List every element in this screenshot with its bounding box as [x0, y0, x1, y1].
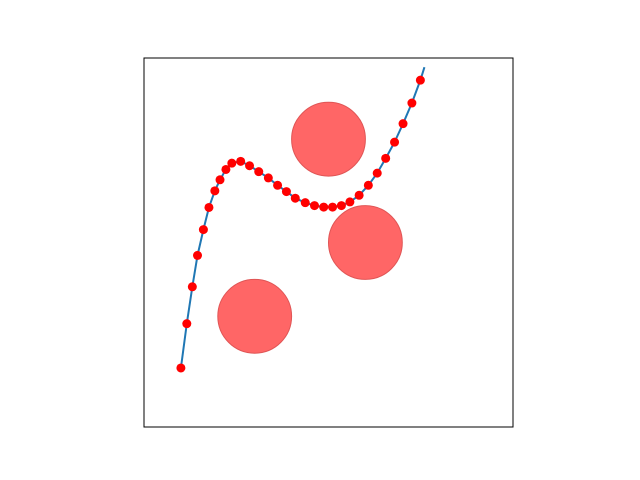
path-point-29: [398, 119, 408, 129]
path-point-28: [390, 137, 400, 147]
path-point-9: [221, 164, 231, 174]
path-point-31: [415, 75, 425, 85]
path-point-30: [407, 98, 417, 108]
path-point-1: [176, 363, 186, 373]
path-points-layer: [176, 75, 425, 373]
path-point-13: [254, 167, 264, 177]
path-point-19: [309, 201, 319, 211]
obstacles-layer: [217, 101, 403, 354]
path-point-12: [245, 161, 255, 171]
obstacle-circle-2: [328, 205, 403, 280]
path-point-8: [215, 175, 225, 185]
path-point-5: [198, 225, 208, 235]
path-point-16: [281, 187, 291, 197]
path-point-23: [345, 197, 355, 207]
path-point-25: [363, 180, 373, 190]
axes-frame: [143, 57, 514, 428]
path-point-17: [290, 193, 300, 203]
path-point-4: [193, 250, 203, 260]
obstacle-circle-1: [291, 101, 366, 177]
obstacle-circle-3: [217, 278, 293, 354]
path-point-10: [227, 158, 237, 168]
path-point-2: [182, 319, 192, 329]
path-point-20: [319, 202, 329, 212]
path-point-7: [210, 186, 220, 196]
path-point-27: [381, 153, 391, 163]
path-point-22: [336, 201, 346, 211]
path-point-21: [328, 202, 338, 212]
path-point-24: [354, 190, 364, 200]
path-point-26: [372, 168, 382, 178]
path-point-3: [187, 282, 197, 292]
path-point-14: [263, 173, 273, 183]
path-point-18: [300, 198, 310, 208]
path-point-15: [273, 180, 283, 190]
path-point-6: [204, 202, 214, 212]
path-point-11: [236, 156, 246, 166]
